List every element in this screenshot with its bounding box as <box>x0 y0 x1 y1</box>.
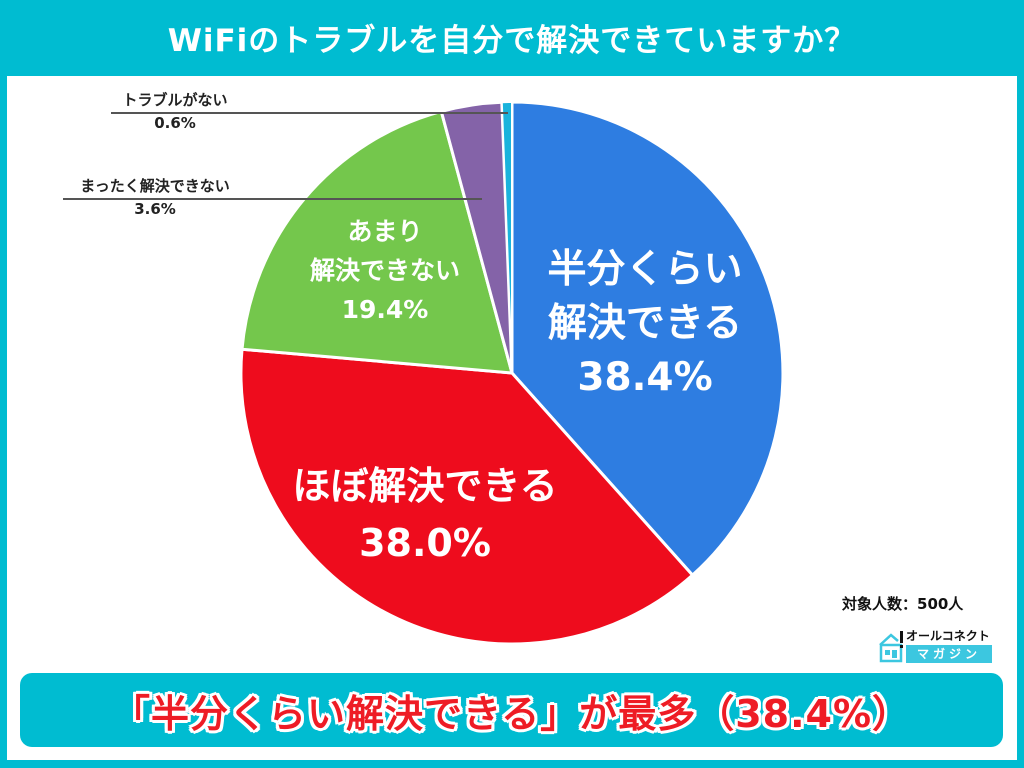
slice-half-solvable <box>510 100 785 577</box>
label-mostly-solvable: ほぼ解決できる 38.0% <box>275 458 575 572</box>
logo-text-top: オールコネクト <box>906 629 990 643</box>
brand-logo: オールコネクト マガジン <box>878 627 998 665</box>
callout-percent: 3.6% <box>134 200 176 218</box>
callout-percent: 0.6% <box>154 114 196 132</box>
label-rarely-solvable: あまり 解決できない 19.4% <box>275 213 495 329</box>
logo-text-bottom: マガジン <box>906 645 992 663</box>
label-text: 半分くらい <box>547 247 743 292</box>
label-half-solvable: 半分くらい 解決できる 38.4% <box>520 243 770 404</box>
chart-title: WiFiのトラブルを自分で解決できていますか？ <box>167 22 857 59</box>
callout-no-trouble: トラブルがない 0.6% <box>100 89 250 132</box>
label-text: 解決できない <box>309 255 460 285</box>
chart-panel <box>7 76 1017 760</box>
callout-text: トラブルがない <box>122 91 228 109</box>
house-icon <box>879 631 903 663</box>
slice-no-trouble <box>500 101 513 374</box>
summary-text: 「半分くらい解決できる」が最多（38.4%） <box>111 691 912 736</box>
sample-size: 対象人数：500人 <box>842 595 964 613</box>
callout-text: まったく解決できない <box>80 177 230 195</box>
label-text: あまり <box>347 217 423 246</box>
label-percent: 38.4% <box>577 354 713 400</box>
label-text: ほぼ解決できる <box>292 464 558 508</box>
slice-mostly-solvable <box>239 347 694 646</box>
label-text: 解決できる <box>547 300 743 346</box>
label-percent: 19.4% <box>341 294 429 324</box>
label-percent: 38.0% <box>359 521 491 565</box>
pie-chart <box>63 100 785 646</box>
summary-banner: 「半分くらい解決できる」が最多（38.4%） <box>20 673 1003 747</box>
callout-not-solvable: まったく解決できない 3.6% <box>55 175 255 218</box>
header-bar: WiFiのトラブルを自分で解決できていますか？ <box>0 0 1024 76</box>
